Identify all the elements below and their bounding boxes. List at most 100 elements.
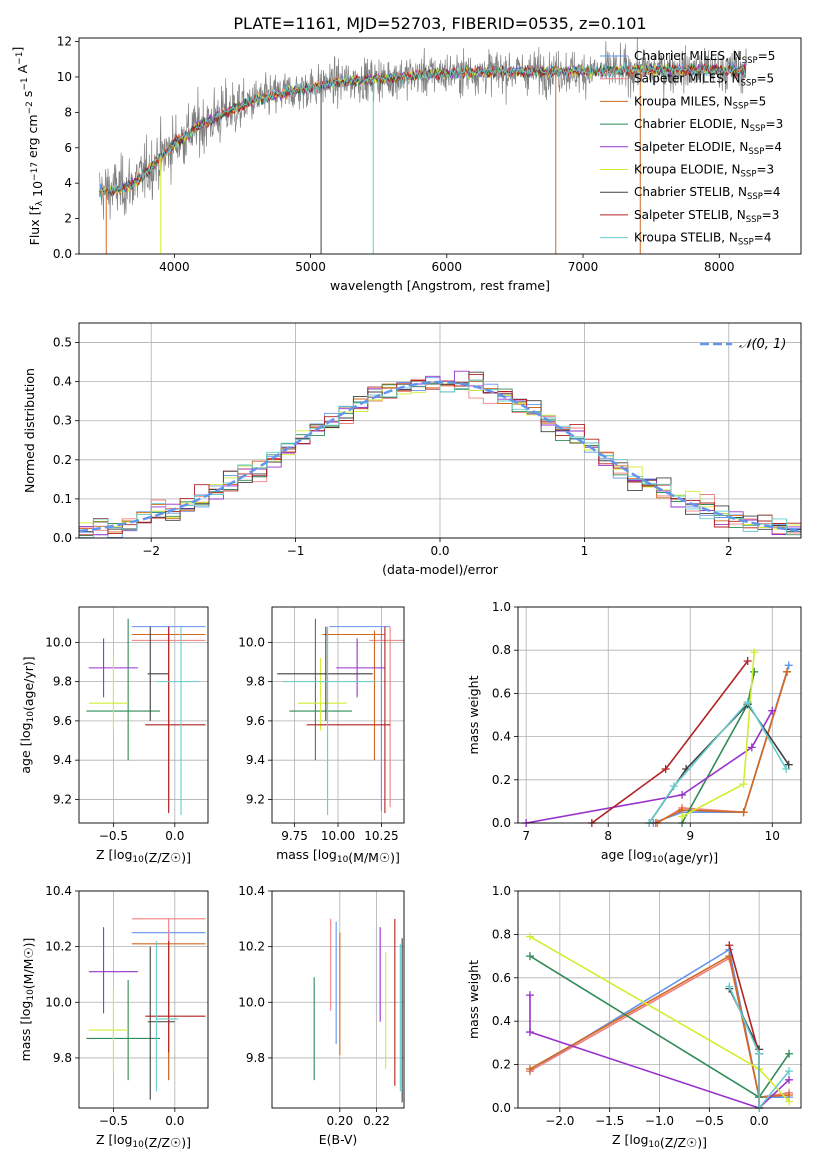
y-tick-label: 4 [64, 176, 72, 190]
mass-weight-marker [750, 667, 759, 676]
x-tick-label: 9 [686, 829, 694, 843]
y-tick-label: 0.5 [53, 336, 72, 350]
label-subscript: 10 [648, 1140, 660, 1150]
y-tick-label: 9.2 [53, 792, 72, 806]
label-fragment: −1 [20, 77, 30, 90]
x-tick-label: 0.20 [326, 1114, 353, 1128]
x-tick-label: 7000 [568, 260, 599, 274]
y-tick-label: 9.8 [53, 675, 72, 689]
y-tick-label: 10.0 [45, 635, 72, 649]
legend-count: =4 [763, 185, 781, 199]
legend-name: Kroupa MILES, N [634, 94, 733, 108]
mass-weight-line [529, 954, 790, 1099]
mass-weight-line [728, 988, 760, 1108]
label-fragment: Flux [f [27, 206, 42, 246]
x-tick-label: 10.25 [364, 829, 398, 843]
mass-weight-line [653, 665, 790, 823]
legend-count: =3 [766, 117, 784, 131]
mass-weight-marker [785, 1067, 794, 1076]
mass-weight-marker [785, 1075, 794, 1084]
x-tick-label: 5000 [295, 260, 326, 274]
y-tick-label: 10.0 [238, 995, 265, 1009]
y-tick-label: 12 [57, 35, 72, 49]
x-tick-label: −2 [142, 544, 160, 558]
mass-weight-marker [739, 780, 748, 789]
x-tick-label: −0.5 [99, 1114, 128, 1128]
legend-subscript: SSP [738, 238, 754, 248]
y-tick-label: 0.8 [492, 643, 511, 657]
label-fragment: ] [10, 47, 25, 52]
y-tick-label: 9.6 [53, 714, 72, 728]
x-tick-label: 8000 [704, 260, 735, 274]
mass-weight-marker [743, 657, 752, 665]
mass-weight-line [648, 700, 787, 823]
legend-subscript: SSP [746, 215, 762, 225]
mass-weight-marker [678, 812, 687, 821]
x-tick-label: 7 [522, 829, 530, 843]
y-tick-label: 6 [64, 141, 72, 155]
y-tick-label: 9.8 [246, 1051, 265, 1065]
axes-frame [517, 606, 802, 824]
label-fragment: log [113, 1132, 132, 1147]
y-tick-label: 10.0 [45, 995, 72, 1009]
x-tick-label: −1.5 [595, 1114, 624, 1128]
mass-weight-marker [782, 765, 791, 773]
x-axis-label: mass [log10(M/M☉)] [276, 847, 400, 865]
y-tick-label: 0.6 [492, 686, 511, 700]
legend-name: Salpeter ELODIE, N [634, 140, 748, 154]
label-fragment: mass weight [466, 960, 481, 1039]
legend-name: Kroupa STELIB, N [634, 231, 738, 245]
y-tick-label: 10.2 [238, 940, 265, 954]
y-tick-label: 0.0 [492, 1101, 511, 1115]
legend-label: Kroupa STELIB, NSSP=4 [634, 231, 772, 248]
label-fragment: A [15, 64, 30, 77]
x-tick-label: 0.0 [430, 544, 449, 558]
y-axis-label: Flux [fλ 10−17 erg cm−2 s−1 A−1] [10, 47, 45, 246]
x-axis-label: (data-model)/error [382, 562, 499, 577]
mass-weight-line [529, 995, 790, 1108]
y-axis-label: age [log10(age/yr)] [18, 656, 36, 773]
label-fragment: (Z/Z☉)] [144, 850, 191, 865]
normal-distribution-curve [79, 380, 801, 533]
legend-label: Chabrier ELODIE, NSSP=3 [634, 117, 783, 134]
residual-histogram-step [79, 379, 801, 538]
x-tick-label: −1.0 [645, 1114, 674, 1128]
label-fragment: mass [ [18, 1020, 33, 1062]
label-fragment: E(B-V) [319, 1132, 358, 1147]
mass-weight-marker [743, 698, 752, 707]
y-tick-label: 0.0 [492, 816, 511, 830]
label-fragment: mass weight [466, 675, 481, 754]
x-tick-label: 1 [581, 544, 589, 558]
y-tick-label: 9.6 [246, 714, 265, 728]
y-tick-label: 0.4 [53, 375, 72, 389]
legend-count: =4 [754, 231, 772, 245]
y-tick-label: 0.2 [53, 453, 72, 467]
mass-vs-metallicity-panel: −0.5 0.09.810.010.210.4Z [log10(Z/Z☉)]mas… [18, 884, 209, 1150]
x-axis-label: Z [log10(Z/Z☉)] [96, 847, 191, 865]
label-fragment: age [ [18, 742, 33, 774]
y-tick-label: 10.0 [238, 635, 265, 649]
x-tick-label: −2.0 [545, 1114, 574, 1128]
label-fragment: Z [ [96, 847, 113, 862]
y-tick-label: 0.8 [492, 927, 511, 941]
x-tick-label: 2 [725, 544, 733, 558]
label-fragment: log [633, 847, 652, 862]
mass-vs-ebv-panel: 0.20 0.22 9.8 10.0 10.2 10.4 E(B-V) [238, 884, 405, 1147]
mass-weight-line [655, 671, 788, 823]
axes-frame [78, 322, 802, 539]
legend-count: =5 [756, 72, 774, 86]
mass-weight-marker [785, 1049, 794, 1058]
x-axis-label: wavelength [Angstrom, rest frame] [330, 278, 550, 293]
y-tick-label: 0.6 [492, 971, 511, 985]
legend-count: =5 [749, 94, 767, 108]
y-tick-label: 10 [57, 70, 72, 84]
legend-label: Kroupa MILES, NSSP=5 [634, 94, 766, 111]
label-subscript: 10 [26, 711, 36, 723]
label-fragment: age [ [601, 847, 633, 862]
mass-weight-line [591, 660, 749, 823]
x-tick-label: 10 [765, 829, 780, 843]
mass-weight-marker [525, 932, 534, 941]
y-tick-label: 0.0 [53, 247, 72, 261]
x-tick-label: 0.22 [363, 1114, 390, 1128]
